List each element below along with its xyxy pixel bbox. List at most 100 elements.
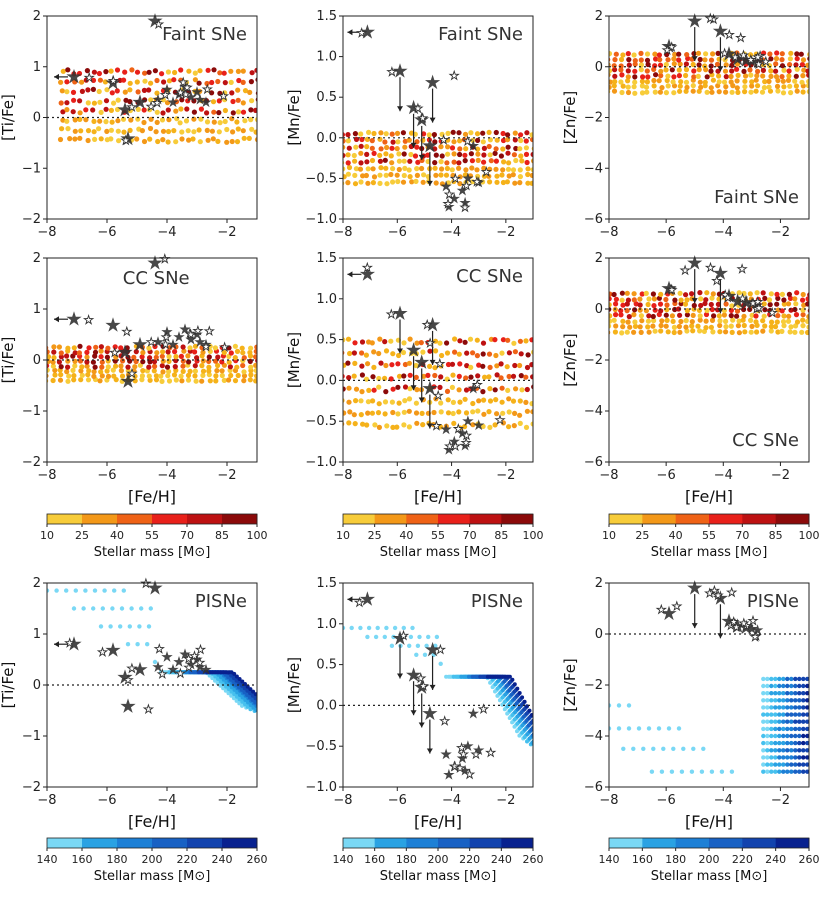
model-point — [639, 83, 646, 89]
model-point — [801, 755, 806, 760]
model-point — [193, 378, 199, 384]
model-point — [343, 144, 346, 150]
colorbar-label: Stellar mass [M⊙] — [94, 545, 211, 560]
model-point — [197, 139, 203, 145]
model-point — [769, 698, 774, 703]
colorbar-segment — [117, 514, 153, 524]
y-axis-label: [Ti/Fe] — [0, 337, 17, 384]
model-point — [468, 364, 474, 370]
model-point — [723, 74, 729, 80]
model-point — [723, 89, 729, 95]
model-point — [697, 56, 703, 63]
model-point — [805, 683, 809, 689]
model-point — [761, 726, 766, 732]
model-point — [656, 726, 662, 731]
model-point — [761, 755, 766, 760]
x-axis-label: [Fe/H] — [685, 487, 733, 506]
model-point — [781, 67, 787, 73]
model-point — [794, 290, 800, 296]
model-point — [85, 128, 92, 134]
model-point — [537, 726, 541, 730]
axes-frame — [342, 582, 534, 788]
model-point — [388, 171, 394, 178]
colorbar-label: Stellar mass [M⊙] — [651, 869, 768, 884]
model-point — [127, 87, 133, 93]
model-point — [179, 136, 185, 142]
model-point — [449, 361, 456, 367]
model-point — [419, 165, 425, 172]
model-point — [793, 698, 798, 703]
model-point — [73, 588, 79, 593]
model-point — [708, 85, 714, 91]
colorbar-segment — [343, 514, 376, 524]
model-point — [349, 625, 354, 631]
model-point — [765, 755, 770, 760]
model-point — [645, 318, 652, 324]
model-point — [353, 144, 359, 150]
model-point — [451, 159, 457, 165]
model-point — [761, 301, 767, 307]
observed-star — [98, 648, 107, 656]
model-point — [456, 165, 462, 171]
model-point — [787, 329, 793, 335]
model-point — [121, 588, 127, 593]
model-point — [500, 179, 506, 186]
model-point — [120, 358, 126, 364]
model-point — [807, 52, 809, 57]
model-point — [797, 712, 802, 717]
panel-faint-mn: −8 −6 −4 −2−1.0−0.50.00.51.01.5[Mn/Fe]Faint… — [285, 9, 534, 240]
model-point — [805, 676, 809, 682]
model-point — [84, 68, 90, 74]
model-point — [194, 355, 200, 361]
model-point — [619, 89, 625, 96]
model-point — [173, 377, 179, 383]
model-point — [206, 368, 212, 374]
model-point — [450, 399, 456, 405]
model-point — [270, 712, 274, 716]
model-point — [377, 336, 383, 342]
model-point — [765, 698, 770, 703]
model-point — [439, 153, 445, 159]
model-point — [371, 349, 377, 355]
model-point — [104, 87, 110, 93]
model-point — [679, 769, 685, 774]
model-point — [396, 373, 403, 379]
model-point — [91, 100, 97, 106]
model-point — [412, 153, 419, 159]
model-point — [721, 79, 728, 85]
model-point — [469, 165, 475, 171]
colorbar-tick-label: 200 — [699, 853, 720, 866]
model-point — [97, 99, 103, 105]
model-point — [531, 349, 533, 355]
model-point — [457, 138, 463, 144]
model-point — [98, 344, 104, 350]
model-point — [690, 328, 696, 334]
model-point — [365, 399, 371, 405]
model-point — [58, 372, 64, 378]
model-point — [690, 312, 696, 318]
colorbar-tick-label: 240 — [765, 853, 786, 866]
model-point — [72, 363, 78, 369]
model-point — [444, 388, 451, 394]
x-tick-label: −2 — [217, 793, 236, 808]
model-point — [242, 88, 249, 94]
model-point — [467, 336, 474, 342]
model-point — [691, 302, 697, 309]
observed-star — [388, 68, 397, 76]
model-point — [618, 56, 625, 63]
model-point — [765, 733, 770, 739]
model-point — [631, 297, 637, 303]
model-point — [753, 313, 759, 319]
model-point — [439, 166, 445, 172]
model-point — [613, 296, 620, 302]
model-point — [518, 132, 524, 138]
observed-star — [479, 705, 488, 713]
model-point — [154, 77, 160, 84]
model-point — [97, 118, 103, 124]
model-point — [240, 350, 246, 356]
model-point — [173, 358, 179, 364]
model-point — [389, 362, 395, 368]
model-point — [383, 131, 389, 137]
